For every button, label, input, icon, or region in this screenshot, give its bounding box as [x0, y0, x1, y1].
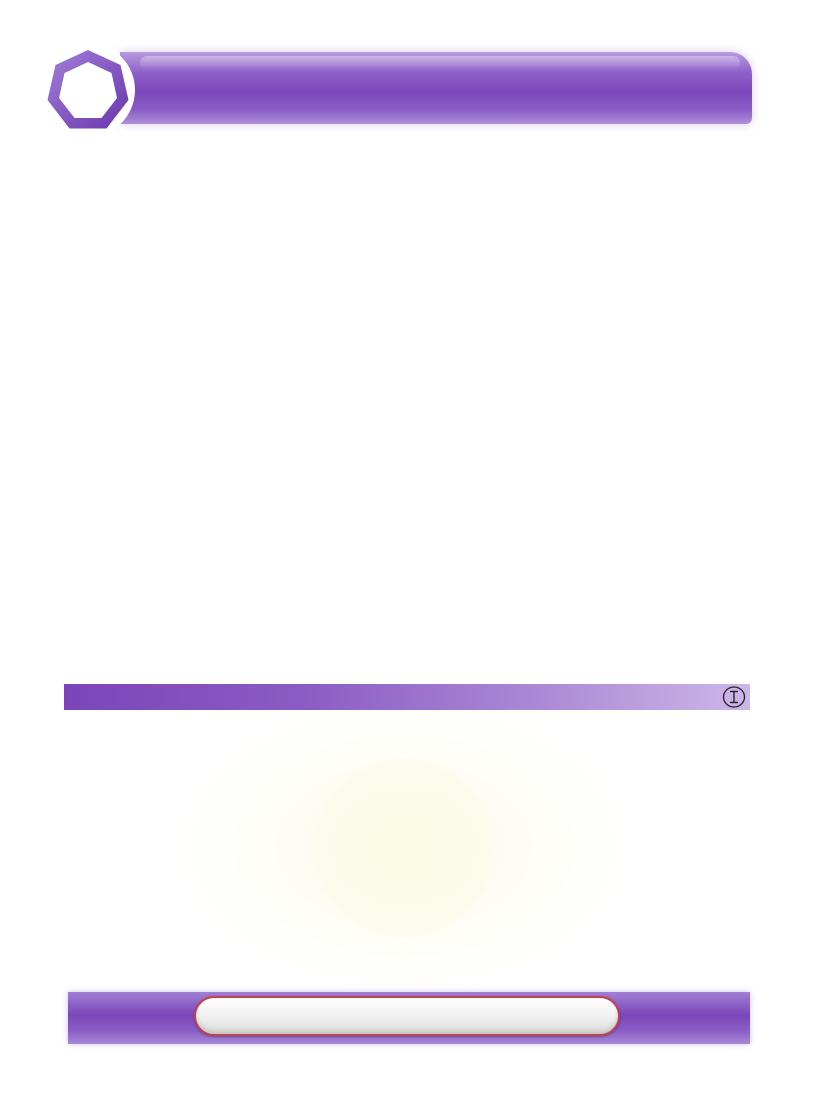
section-bar	[64, 684, 750, 710]
circled-i-icon	[722, 686, 746, 708]
glow-highlight	[314, 758, 494, 938]
footer-pill-button[interactable]	[194, 996, 620, 1036]
content-area	[64, 710, 750, 990]
header-banner	[120, 52, 752, 124]
footer-bar	[68, 992, 750, 1044]
heptagon-icon	[41, 43, 135, 137]
